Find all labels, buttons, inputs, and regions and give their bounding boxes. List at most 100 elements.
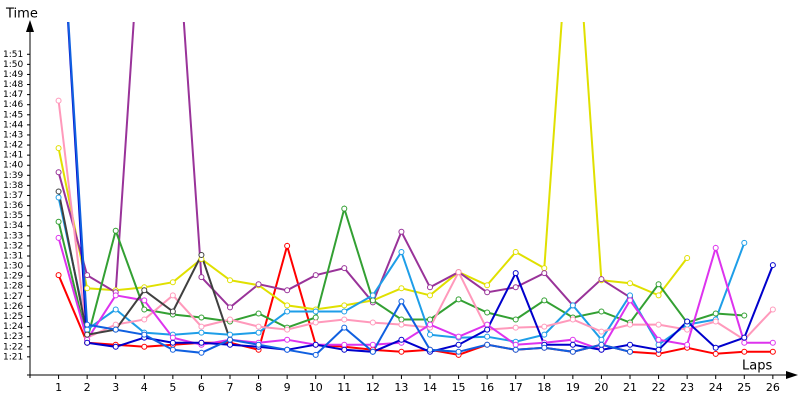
point [398, 348, 405, 355]
x-tick-label: 5 [169, 381, 176, 394]
x-tick-label: 22 [652, 381, 666, 394]
point [541, 265, 548, 272]
x-tick-label: 8 [255, 381, 262, 394]
y-tick-label: 1:46 [3, 100, 23, 110]
point [427, 321, 433, 328]
point [569, 336, 576, 343]
point [512, 341, 519, 348]
y-tick-label: 1:31 [3, 251, 23, 261]
y-tick-label: 1:51 [3, 50, 23, 60]
point [741, 348, 748, 355]
point [512, 346, 519, 353]
point [55, 97, 62, 104]
point [84, 272, 91, 279]
point [312, 314, 319, 321]
point [627, 280, 633, 287]
series-line [57, 242, 773, 356]
point [198, 314, 205, 321]
point [541, 297, 548, 304]
point [512, 284, 519, 291]
point [398, 316, 405, 323]
point [684, 255, 691, 262]
point [369, 297, 376, 304]
point [112, 321, 119, 328]
point [284, 346, 291, 353]
point [684, 318, 691, 325]
point [598, 308, 605, 315]
y-tick-label: 1:25 [3, 312, 23, 322]
point [769, 348, 776, 355]
point [84, 339, 91, 346]
point [55, 145, 62, 152]
point [427, 316, 433, 323]
point [655, 321, 662, 328]
point [169, 339, 176, 346]
point [655, 292, 662, 299]
point [198, 323, 205, 330]
point [398, 336, 405, 343]
y-tick-label: 1:36 [3, 201, 23, 211]
point [712, 244, 719, 251]
point [84, 331, 91, 338]
point [255, 329, 262, 336]
point [741, 312, 748, 319]
point [341, 265, 348, 272]
x-tick-label: 18 [537, 381, 551, 394]
point [84, 326, 91, 333]
x-axis-title: Laps [742, 359, 772, 374]
y-tick-label: 1:35 [3, 211, 23, 221]
y-tick-label: 1:30 [3, 262, 23, 272]
y-tick-label: 1:24 [3, 322, 23, 332]
point [655, 281, 662, 288]
point [484, 289, 491, 296]
point [341, 316, 348, 323]
y-tick-label: 1:28 [3, 282, 23, 292]
point [655, 341, 662, 348]
y-tick-label: 1:26 [3, 302, 23, 312]
point [112, 343, 119, 350]
point [655, 346, 662, 353]
point [55, 272, 62, 279]
point [312, 319, 319, 326]
point [684, 326, 691, 333]
point [198, 329, 205, 336]
point [198, 274, 205, 281]
point [284, 326, 291, 333]
point [541, 323, 548, 330]
x-tick-label: 13 [394, 381, 408, 394]
y-tick-label: 1:34 [3, 221, 23, 231]
y-tick-label: 1:21 [3, 352, 23, 362]
y-tick-label: 1:43 [3, 130, 23, 140]
point [427, 292, 433, 299]
x-tick-label: 17 [509, 381, 523, 394]
point [255, 281, 262, 288]
point [312, 272, 319, 279]
y-tick-label: 1:49 [3, 70, 23, 80]
point [455, 333, 462, 340]
point [141, 287, 148, 294]
point [655, 336, 662, 343]
plot-area [55, 22, 776, 358]
point [112, 326, 119, 333]
point [627, 297, 633, 304]
series-line [57, 22, 688, 311]
point [169, 308, 176, 315]
point [769, 339, 776, 346]
point [569, 341, 576, 348]
point [398, 298, 405, 305]
point [769, 306, 776, 313]
point [284, 336, 291, 343]
series-line [57, 100, 774, 341]
point [541, 331, 548, 338]
x-tick-label: 24 [709, 381, 723, 394]
point [141, 306, 148, 313]
point [455, 341, 462, 348]
y-axis-arrow [26, 20, 34, 32]
point [741, 339, 748, 346]
x-tick-label: 14 [423, 381, 437, 394]
point [198, 339, 205, 346]
point [484, 282, 491, 289]
x-tick-label: 19 [566, 381, 580, 394]
point [484, 341, 491, 348]
point [512, 270, 519, 277]
